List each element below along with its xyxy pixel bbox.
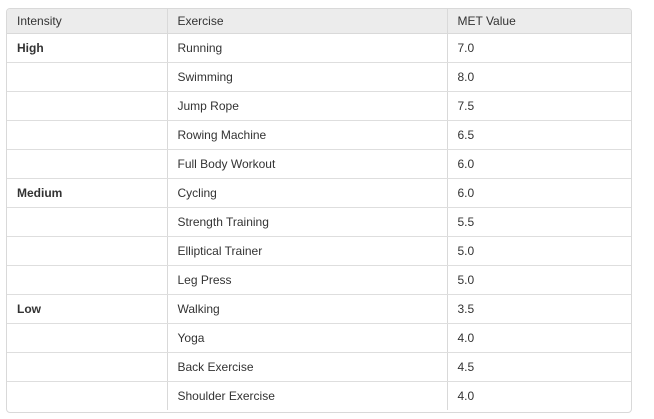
exercise-cell: Yoga [167, 323, 448, 353]
table-row: Leg Press 5.0 [7, 265, 631, 295]
met-cell: 6.0 [447, 178, 631, 208]
exercise-cell: Walking [167, 294, 448, 324]
met-cell: 7.0 [447, 33, 631, 63]
table-row: Full Body Workout 6.0 [7, 149, 631, 179]
met-cell: 4.5 [447, 352, 631, 382]
table-row: Shoulder Exercise 4.0 [7, 381, 631, 410]
met-cell: 5.5 [447, 207, 631, 237]
met-cell: 6.5 [447, 120, 631, 150]
met-table: Intensity Exercise MET Value High Runnin… [7, 9, 631, 410]
table-row: Back Exercise 4.5 [7, 352, 631, 382]
table-row: Low Walking 3.5 [7, 294, 631, 324]
exercise-cell: Back Exercise [167, 352, 448, 382]
intensity-cell [7, 207, 168, 237]
intensity-cell: Medium [7, 178, 168, 208]
met-cell: 6.0 [447, 149, 631, 179]
met-cell: 5.0 [447, 265, 631, 295]
header-intensity: Intensity [7, 9, 168, 34]
exercise-cell: Rowing Machine [167, 120, 448, 150]
met-cell: 8.0 [447, 62, 631, 92]
exercise-cell: Swimming [167, 62, 448, 92]
table-header: Intensity Exercise MET Value [7, 9, 631, 34]
met-cell: 4.0 [457, 389, 475, 403]
exercise-cell: Jump Rope [167, 91, 448, 121]
intensity-cell [7, 323, 168, 353]
intensity-cell [7, 265, 168, 295]
intensity-cell [7, 352, 168, 382]
header-met-value: MET Value [447, 9, 631, 34]
met-cell: 5.0 [447, 236, 631, 266]
exercise-cell: Strength Training [167, 207, 448, 237]
table-row: Strength Training 5.5 [7, 207, 631, 237]
exercise-cell: Running [167, 33, 448, 63]
met-cell: 4.0 [447, 323, 631, 353]
table-body: High Running 7.0 Swimming 8.0 Jump Rope … [7, 33, 631, 410]
intensity-cell [7, 149, 168, 179]
exercise-cell: Shoulder Exercise [167, 381, 448, 410]
intensity-cell [7, 120, 168, 150]
table-row: Rowing Machine 6.5 [7, 120, 631, 150]
table-row: Medium Cycling 6.0 [7, 178, 631, 208]
intensity-cell [7, 381, 168, 410]
intensity-cell [7, 236, 168, 266]
table-row: Elliptical Trainer 5.0 [7, 236, 631, 266]
intensity-cell [7, 62, 168, 92]
met-cell: 3.5 [447, 294, 631, 324]
header-row: Intensity Exercise MET Value [7, 9, 631, 34]
met-cell: 7.5 [447, 91, 631, 121]
exercise-cell: Full Body Workout [167, 149, 448, 179]
exercise-cell: Elliptical Trainer [167, 236, 448, 266]
exercise-cell: Leg Press [167, 265, 448, 295]
intensity-cell: Low [7, 294, 168, 324]
table-row: Swimming 8.0 [7, 62, 631, 92]
header-exercise: Exercise [167, 9, 448, 34]
exercise-cell: Cycling [167, 178, 448, 208]
intensity-cell: High [7, 33, 168, 63]
intensity-cell [7, 91, 168, 121]
table-row: Yoga 4.0 [7, 323, 631, 353]
table-row: High Running 7.0 [7, 33, 631, 63]
met-table-container: Intensity Exercise MET Value High Runnin… [6, 8, 632, 413]
table-row: Jump Rope 7.5 [7, 91, 631, 121]
